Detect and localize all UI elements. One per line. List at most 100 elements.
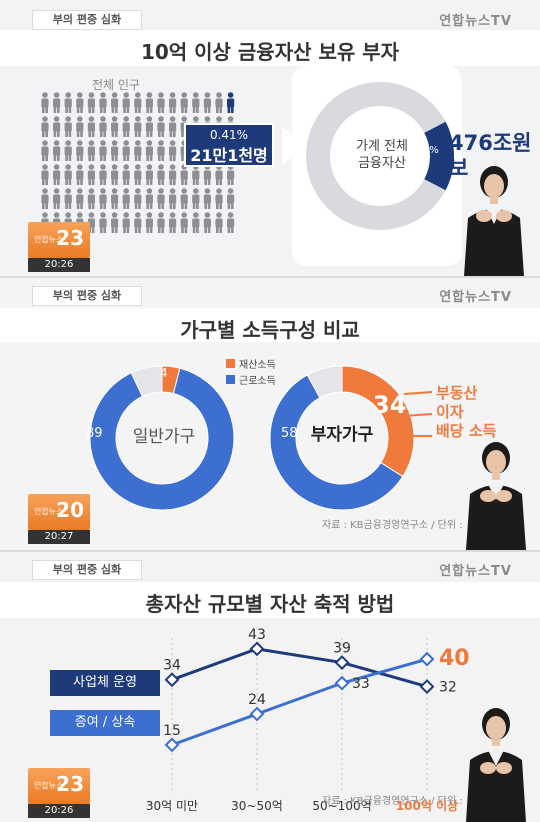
- data-point: [419, 651, 435, 667]
- person-icon: [99, 92, 107, 113]
- series-label-business: 사업체 운영: [50, 670, 160, 696]
- person-icon: [180, 164, 188, 185]
- person-icon: [227, 212, 235, 233]
- person-icon: [99, 188, 107, 209]
- person-icon: [41, 92, 49, 113]
- person-icon: [145, 140, 153, 161]
- title-band: [0, 582, 540, 618]
- x-tick-label: 50~100억: [312, 799, 371, 813]
- person-icon: [122, 140, 130, 161]
- series-line-0: [171, 647, 428, 689]
- person-icon: [180, 92, 188, 113]
- person-icon: [53, 140, 61, 161]
- data-point: [334, 675, 350, 691]
- title-band: [0, 308, 540, 342]
- channel-number: 23: [56, 772, 84, 796]
- person-icon: [111, 188, 119, 209]
- property-item-dividend: 배당 소득: [436, 422, 497, 440]
- x-tick-label: 30억 미만: [146, 799, 198, 813]
- person-icon: [64, 164, 72, 185]
- donut-name-general: 일반가구: [132, 427, 196, 447]
- watermark: 연합뉴스TV: [439, 14, 512, 29]
- panel-rich-financial-assets: 부의 편중 심화 연합뉴스TV 10억 이상 금융자산 보유 부자 전체 인구 …: [0, 0, 540, 276]
- donut-1-slice-other: [306, 365, 343, 399]
- slice-label: 15.3%: [407, 145, 439, 156]
- data-point: [164, 672, 180, 688]
- chart-title: 10억 이상 금융자산 보유 부자: [140, 40, 400, 64]
- person-icon: [192, 164, 200, 185]
- person-icon: [145, 116, 153, 137]
- person-icon: [227, 164, 235, 185]
- x-tick-label: 30~50억: [231, 799, 283, 813]
- person-icon: [53, 92, 61, 113]
- breakdown-bracket: [403, 391, 433, 437]
- person-icon: [41, 116, 49, 137]
- person-icon: [203, 188, 211, 209]
- channel-logo: 연합뉴스 20 20:27: [28, 494, 98, 544]
- data-label: 43: [248, 627, 266, 643]
- person-icon: [180, 212, 188, 233]
- panel-asset-accumulation: 부의 편중 심화 연합뉴스TV 총자산 규모별 자산 축적 방법 30억 미만 3…: [0, 552, 540, 822]
- person-icon: [215, 188, 223, 209]
- person-icon: [64, 188, 72, 209]
- person-icon: [215, 92, 223, 113]
- data-label: 39: [333, 641, 351, 657]
- donut-label-line2: 금융자산: [358, 156, 406, 171]
- person-icon: [145, 164, 153, 185]
- person-icon: [157, 212, 165, 233]
- person-icon: [76, 188, 84, 209]
- topic-badge: 부의 편중 심화: [32, 10, 142, 30]
- person-icon: [41, 140, 49, 161]
- topic-badge: 부의 편중 심화: [32, 560, 142, 580]
- people-count: 21만1천명: [190, 146, 268, 165]
- legend-item-property: 재산소득: [226, 358, 276, 374]
- people-percent: 0.41%: [209, 128, 249, 142]
- clock: 20:26: [28, 804, 90, 818]
- person-icon: [111, 164, 119, 185]
- asset-donut: [282, 66, 462, 266]
- person-icon: [99, 212, 107, 233]
- person-icon: [41, 188, 49, 209]
- series-line-1: [171, 657, 428, 747]
- value-general-labor: 89: [86, 426, 103, 441]
- person-icon: [192, 212, 200, 233]
- person-icon: [87, 92, 95, 113]
- person-icon: [76, 92, 84, 113]
- population-label: 전체 인구: [92, 78, 140, 92]
- person-icon: [122, 164, 130, 185]
- person-icon: [122, 116, 130, 137]
- watermark: 연합뉴스TV: [439, 564, 512, 579]
- chart-title: 총자산 규모별 자산 축적 방법: [145, 592, 395, 616]
- person-icon: [215, 212, 223, 233]
- person-icon: [64, 116, 72, 137]
- clock: 20:27: [28, 530, 90, 544]
- data-label: 40: [439, 646, 470, 671]
- channel-logo: 연합뉴스 23 20:26: [28, 222, 98, 272]
- amount-line1: 476조원: [449, 131, 532, 155]
- person-icon: [203, 92, 211, 113]
- person-icon: [122, 92, 130, 113]
- person-icon: [145, 92, 153, 113]
- channel-logo: 연합뉴스 23 20:26: [28, 768, 98, 818]
- topic-badge: 부의 편중 심화: [32, 286, 142, 306]
- person-icon: [169, 140, 177, 161]
- donut-slice-rich: [424, 121, 454, 191]
- person-icon: [111, 140, 119, 161]
- sign-language-interpreter: [466, 708, 526, 822]
- property-item-realestate: 부동산: [436, 384, 478, 402]
- amount-line2: 보: [449, 156, 469, 180]
- income-donuts: [89, 365, 415, 511]
- person-icon: [157, 188, 165, 209]
- channel-number: 20: [56, 498, 84, 522]
- donut-center-label: 가계 전체 금융자산: [332, 138, 432, 172]
- donut-0-slice-other: [130, 365, 163, 398]
- channel-number: 23: [56, 226, 84, 250]
- person-icon: [157, 116, 165, 137]
- x-tick-label: 100억 이상: [396, 798, 458, 813]
- data-label: 24: [248, 692, 266, 708]
- person-icon: [134, 140, 142, 161]
- sign-language-interpreter: [466, 442, 526, 550]
- person-icon: [99, 140, 107, 161]
- sign-language-interpreter: [464, 166, 524, 276]
- donut-name-rich: 부자가구: [310, 425, 374, 445]
